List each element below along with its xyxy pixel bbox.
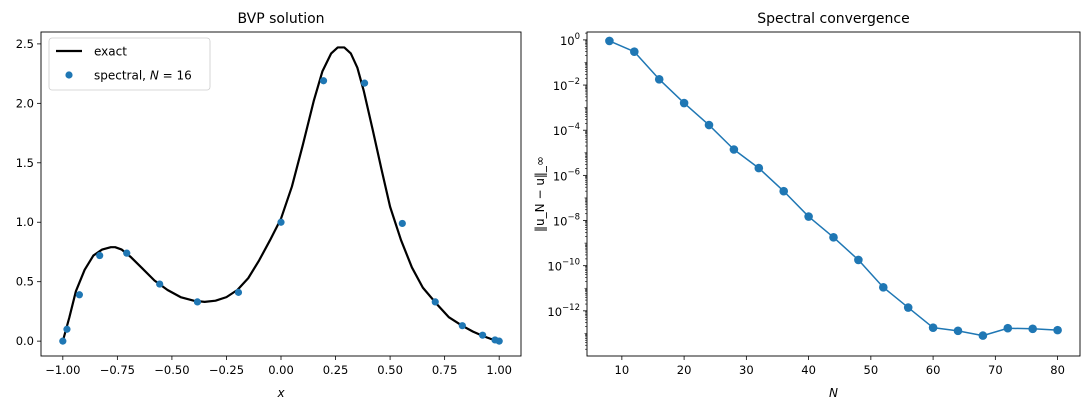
y-tick-exponent: −12 [562,303,580,313]
x-tick-label: 20 [677,363,692,377]
spectral-point [75,291,83,299]
convergence-line [609,40,1058,337]
exact-solution-line [61,46,500,343]
x-tick-label: 50 [864,363,879,377]
y-tick-label: 10−10 [547,258,580,274]
y-tick-exponent: −2 [567,77,580,87]
x-tick-label: 0.00 [268,363,294,377]
convergence-point [605,36,614,46]
convergence-point [953,326,963,336]
x-tick-label: 70 [988,363,1003,377]
x-tick-label: 0.50 [377,363,403,377]
x-tick-label: 30 [739,363,754,377]
x-tick-label: 0.25 [323,363,349,377]
x-tick-label: 40 [801,363,816,377]
x-tick-label: 80 [1050,363,1065,377]
convergence-point [878,283,888,292]
spectral-point [156,280,164,288]
y-tick-label: 0.5 [16,275,34,289]
right-y-axis-label: ‖u_N − u‖_∞ [533,156,547,232]
convergence-point [654,74,664,84]
spectral-point [63,325,71,333]
x-tick-label: 1.00 [486,363,512,377]
convergence-point [829,233,838,242]
y-tick-mantissa: 10 [547,305,562,319]
spectral-point [234,288,243,296]
convergence-point [704,120,714,130]
right-x-axis-label: N [829,386,838,400]
y-tick-label: 1.0 [16,215,34,229]
convergence-point [1028,324,1037,334]
left-chart-title: BVP solution [237,11,324,27]
y-tick-label: 10−4 [553,122,580,138]
convergence-point [679,98,689,108]
x-tick-label: −0.75 [100,363,135,377]
convergence-point [630,47,639,57]
convergence-point [854,255,863,265]
y-tick-label: 100 [560,32,580,48]
spectral-point [458,322,466,330]
y-tick-mantissa: 10 [553,215,568,229]
spectral-point [495,337,503,345]
y-tick-mantissa: 10 [553,124,568,138]
left-x-axis-label: x [276,386,285,400]
spectral-point [193,298,202,306]
convergence-point [729,145,739,154]
legend-spectral-eq: = 16 [159,69,192,83]
y-tick-mantissa: 10 [547,260,562,274]
right-chart-title: Spectral convergence [757,11,909,27]
spectral-point [123,249,131,257]
left-legend: exact spectral, N = 16 [48,37,211,91]
spectral-point [277,218,285,226]
y-tick-label: 2.5 [16,37,34,51]
x-tick-label: −0.50 [154,363,189,377]
y-tick-label: 10−8 [553,213,580,229]
y-tick-label: 10−6 [553,167,580,183]
x-tick-label: 60 [926,363,941,377]
spectral-point [398,219,406,228]
convergence-point [1003,323,1013,333]
x-tick-label: 10 [615,363,630,377]
convergence-point [804,212,813,221]
y-tick-mantissa: 10 [560,34,575,48]
y-tick-exponent: 0 [575,32,580,42]
x-tick-label: −1.00 [45,363,80,377]
convergence-point [978,331,988,340]
legend-spectral-n: N [150,69,159,83]
y-tick-exponent: −10 [562,258,580,268]
spectral-point [96,251,104,260]
convergence-point [928,323,938,332]
y-tick-mantissa: 10 [553,169,568,183]
convergence-point [1053,325,1062,335]
legend-exact-label: exact [94,45,127,59]
y-tick-exponent: −4 [567,122,580,132]
spectral-point [431,298,439,306]
y-tick-label: 10−12 [547,303,580,319]
y-tick-exponent: −6 [567,167,580,177]
spectral-point [319,77,328,85]
x-tick-label: 0.75 [432,363,458,377]
convergence-point [903,303,913,312]
spectral-point [360,79,369,87]
y-tick-label: 0.0 [16,334,34,348]
legend-box [48,37,211,91]
convergence-point [779,186,789,196]
y-tick-mantissa: 10 [553,79,568,93]
bvp-solution-panel: BVP solution −1.00 −0.75 −0.50 −0.25 0.00 0.25… [16,11,522,400]
y-tick-exponent: −8 [567,213,580,223]
spectral-point [59,337,67,345]
right-axes-frame [586,31,1081,357]
legend-spectral-prefix: spectral, [94,69,150,83]
y-tick-label: 1.5 [16,156,34,170]
y-tick-label: 2.0 [16,96,34,110]
spectral-point [479,331,487,339]
convergence-point [754,163,764,173]
legend-spectral-swatch [65,71,73,79]
legend-spectral-label: spectral, N = 16 [94,69,192,83]
y-tick-label: 10−2 [553,77,580,93]
x-tick-label: −0.25 [209,363,244,377]
